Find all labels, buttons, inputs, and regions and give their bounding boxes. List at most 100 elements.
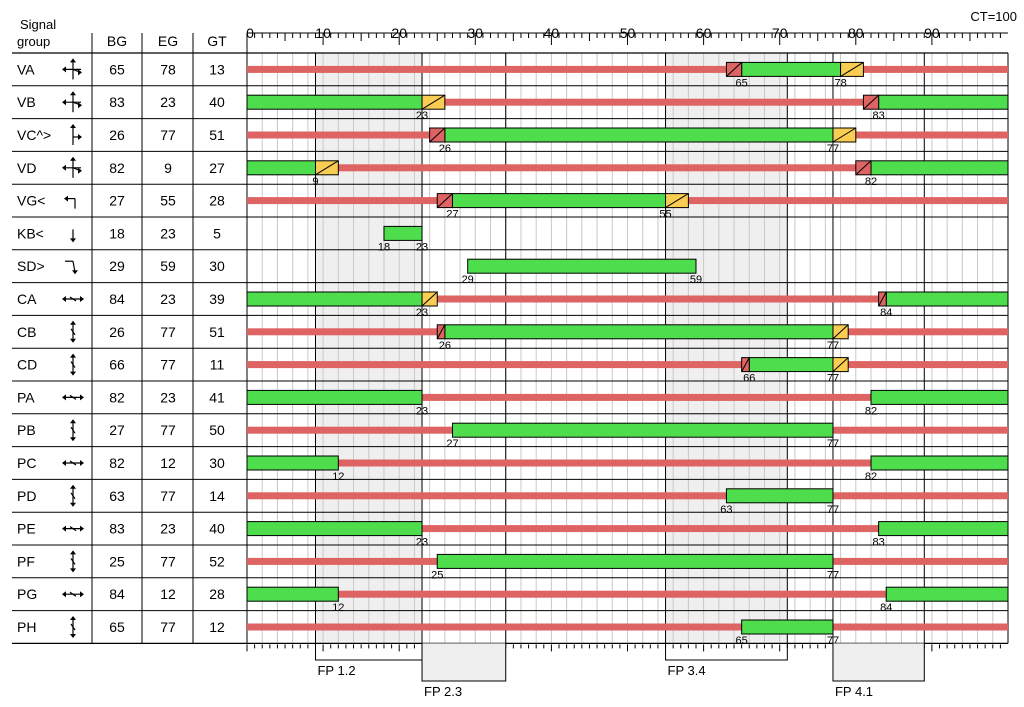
signal-group-name: VB xyxy=(17,94,36,110)
signal-row-cd: CD 66 77 11 66 77 xyxy=(17,353,1008,385)
green-interval-bar xyxy=(870,389,1009,405)
green-interval-bar xyxy=(451,193,667,209)
red-amber-diagonal xyxy=(726,62,742,77)
red-interval-bar xyxy=(247,98,1008,106)
cyclist-horizontal-icon xyxy=(62,296,84,302)
signal-row-pc: PC 82 12 30 82 12 xyxy=(17,455,1009,483)
eg-data-label: 12 xyxy=(332,602,344,614)
amber-diagonal xyxy=(665,193,689,209)
eg-data-label: 77 xyxy=(827,504,839,516)
signal-group-name: PA xyxy=(17,389,35,405)
signal-row-vg: VG< 27 55 28 27 55 xyxy=(17,193,1008,221)
signal-row-pf: PF 25 77 52 25 77 xyxy=(17,550,1008,581)
gt-value: 52 xyxy=(209,553,225,569)
eg-value: 23 xyxy=(160,521,176,537)
gt-value: 27 xyxy=(209,160,225,176)
signal-row-pg: PG 84 12 28 84 12 xyxy=(17,586,1009,614)
amber-diagonal xyxy=(421,94,446,110)
phase-bracket xyxy=(665,643,788,661)
phase-23: FP 2.3 xyxy=(421,643,507,699)
bg-value: 26 xyxy=(109,127,125,143)
green-interval-bar xyxy=(885,586,1009,602)
signal-group-name: CA xyxy=(17,291,37,307)
header-signal-group-line2: group xyxy=(17,34,50,49)
eg-value: 23 xyxy=(160,291,176,307)
green-interval-bar xyxy=(444,324,834,340)
axis-tick-label: 90 xyxy=(924,25,940,41)
eg-value: 59 xyxy=(160,258,176,274)
signal-group-name: VD xyxy=(17,160,36,176)
axis-tick-label: 10 xyxy=(315,25,331,41)
eg-value: 77 xyxy=(160,553,176,569)
right-turn-arrow-icon xyxy=(65,260,78,275)
eg-data-label: 55 xyxy=(659,209,671,221)
signal-row-pe: PE 83 23 40 83 23 xyxy=(17,521,1009,549)
header-eg: EG xyxy=(158,33,178,49)
signal-group-name: VC^> xyxy=(17,127,51,143)
phase-bracket xyxy=(421,643,507,682)
signal-row-sd: SD> 29 59 30 29 59 xyxy=(17,258,702,286)
green-interval-bar xyxy=(870,160,1009,176)
signal-group-name: SD> xyxy=(17,258,45,274)
red-amber-diagonal xyxy=(429,127,446,143)
signal-row-cb: CB 26 77 51 26 77 xyxy=(17,320,1008,352)
green-interval-bar xyxy=(246,94,423,110)
eg-data-label: 77 xyxy=(827,438,839,450)
signal-row-vb: VB 83 23 40 83 23 xyxy=(17,91,1009,122)
bg-value: 63 xyxy=(109,488,125,504)
bg-data-label: 82 xyxy=(865,471,877,483)
eg-data-label: 77 xyxy=(827,569,839,581)
red-interval-bar xyxy=(247,590,1008,598)
green-interval-bar xyxy=(436,553,834,569)
signal-group-name: PB xyxy=(17,422,36,438)
pedestrian-horizontal-icon xyxy=(62,394,84,401)
eg-data-label: 9 xyxy=(312,176,318,188)
green-interval-bar xyxy=(870,455,1009,471)
gt-value: 28 xyxy=(209,586,225,602)
amber-diagonal xyxy=(315,160,339,176)
red-interval-bar xyxy=(247,164,1008,172)
eg-value: 77 xyxy=(160,127,176,143)
gt-value: 30 xyxy=(209,258,225,274)
eg-data-label: 12 xyxy=(332,471,344,483)
eg-data-label: 23 xyxy=(416,241,428,253)
amber-diagonal xyxy=(421,291,438,307)
pedestrian-vertical-icon xyxy=(70,550,76,573)
green-interval-bar xyxy=(246,586,339,602)
signal-group-name: KB< xyxy=(17,225,44,241)
green-interval-bar xyxy=(885,291,1009,307)
signal-row-ca: CA 84 23 39 84 23 xyxy=(17,291,1009,319)
bg-data-label: 27 xyxy=(446,209,458,221)
phase-41: FP 4.1 xyxy=(832,643,925,699)
axis-tick-label: 20 xyxy=(391,25,407,41)
red-amber-diagonal xyxy=(855,160,872,176)
eg-value: 77 xyxy=(160,488,176,504)
green-interval-bar xyxy=(878,94,1009,110)
green-interval-bar xyxy=(741,61,842,77)
gt-value: 30 xyxy=(209,455,225,471)
red-amber-diagonal xyxy=(741,357,750,372)
bg-value: 84 xyxy=(109,291,125,307)
green-interval-bar xyxy=(246,160,316,176)
red-interval-bar xyxy=(247,393,1008,401)
gt-value: 51 xyxy=(209,324,225,340)
bg-value: 66 xyxy=(109,357,125,373)
red-amber-diagonal xyxy=(878,291,887,307)
bg-value: 83 xyxy=(109,94,125,110)
signal-row-pa: PA 82 23 41 82 23 xyxy=(17,389,1009,417)
bg-value: 29 xyxy=(109,258,125,274)
green-interval-bar xyxy=(246,291,423,307)
phase-label: FP 4.1 xyxy=(835,684,873,699)
amber-diagonal xyxy=(840,61,864,77)
amber-diagonal xyxy=(832,357,849,372)
bg-value: 83 xyxy=(109,521,125,537)
green-interval-bar xyxy=(383,225,423,241)
eg-value: 55 xyxy=(160,193,176,209)
bg-value: 65 xyxy=(109,61,125,77)
eg-data-label: 78 xyxy=(834,77,846,89)
signal-row-vc: VC^> 26 77 51 26 77 xyxy=(17,124,1008,155)
gt-value: 12 xyxy=(209,619,225,635)
header-gt: GT xyxy=(207,33,227,49)
signal-row-pd: PD 63 77 14 63 77 xyxy=(17,484,1008,516)
